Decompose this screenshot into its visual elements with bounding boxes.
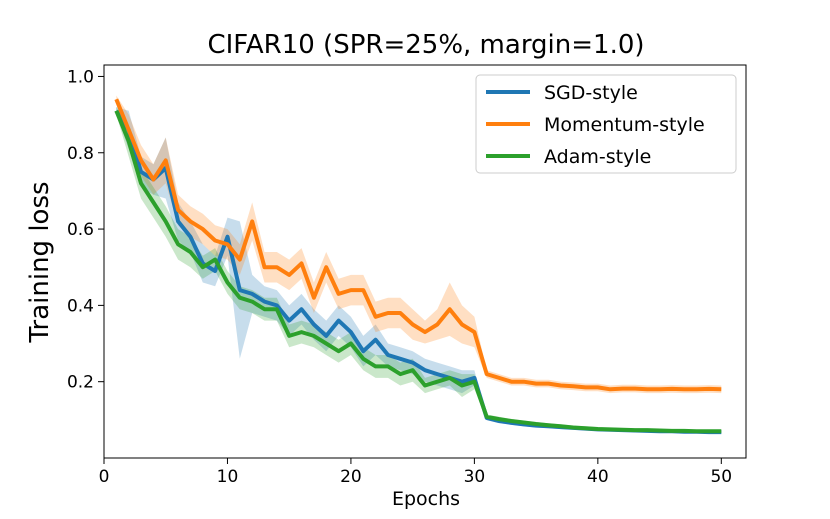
x-tick-label: 0 — [99, 467, 110, 487]
y-tick-label: 0.4 — [67, 296, 94, 316]
plot-area — [114, 95, 722, 435]
y-tick-label: 1.0 — [67, 67, 94, 87]
y-tick-label: 0.8 — [67, 144, 94, 164]
chart-title: CIFAR10 (SPR=25%, margin=1.0) — [207, 30, 644, 60]
x-axis: 0 10 20 30 40 50 — [99, 458, 732, 487]
x-tick-label: 30 — [464, 467, 486, 487]
legend: SGD-style Momentum-style Adam-style — [475, 74, 737, 174]
y-axis-label: Training loss — [25, 181, 55, 343]
x-tick-label: 10 — [217, 467, 239, 487]
legend-box — [475, 74, 737, 174]
axes-frame — [103, 64, 747, 459]
y-axis: 0.2 0.4 0.6 0.8 1.0 — [67, 67, 104, 393]
legend-label: Adam-style — [544, 146, 651, 168]
y-tick-label: 0.2 — [67, 373, 94, 393]
x-tick-label: 50 — [710, 467, 732, 487]
x-tick-label: 20 — [340, 467, 362, 487]
x-tick-label: 40 — [587, 467, 609, 487]
legend-label: SGD-style — [544, 82, 638, 104]
series-line-3 — [114, 110, 722, 434]
series-band-2 — [116, 95, 722, 394]
y-tick-label: 0.6 — [67, 220, 94, 240]
x-axis-label: Epochs — [392, 488, 460, 510]
legend-label: Momentum-style — [544, 114, 705, 136]
series-line-2 — [114, 98, 722, 392]
